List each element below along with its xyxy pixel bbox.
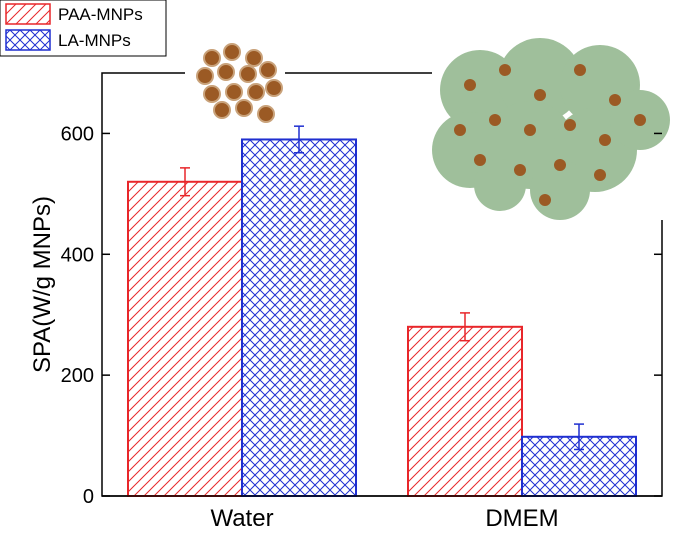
y-tick-label: 200 xyxy=(61,365,94,387)
y-axis-label: SPA(W/g MNPs) xyxy=(29,196,56,373)
y-tick-label: 0 xyxy=(83,486,94,508)
legend-label: PAA-MNPs xyxy=(58,5,143,24)
bar xyxy=(127,180,243,497)
error-bar xyxy=(574,423,584,451)
y-tick-label: 600 xyxy=(61,123,94,145)
bar xyxy=(241,138,357,497)
legend-swatch xyxy=(5,3,51,25)
illustrations xyxy=(185,38,675,220)
error-bar xyxy=(180,167,190,197)
y-tick-label: 400 xyxy=(61,244,94,266)
error-bar xyxy=(294,125,304,154)
bar xyxy=(407,325,523,497)
legend-swatch xyxy=(5,29,51,51)
x-tick-label: DMEM xyxy=(485,505,558,528)
legend: PAA-MNPs LA-MNPs xyxy=(0,0,167,57)
x-tick-label: Water xyxy=(210,505,273,528)
legend-label: LA-MNPs xyxy=(58,31,131,50)
error-bar xyxy=(460,312,470,342)
